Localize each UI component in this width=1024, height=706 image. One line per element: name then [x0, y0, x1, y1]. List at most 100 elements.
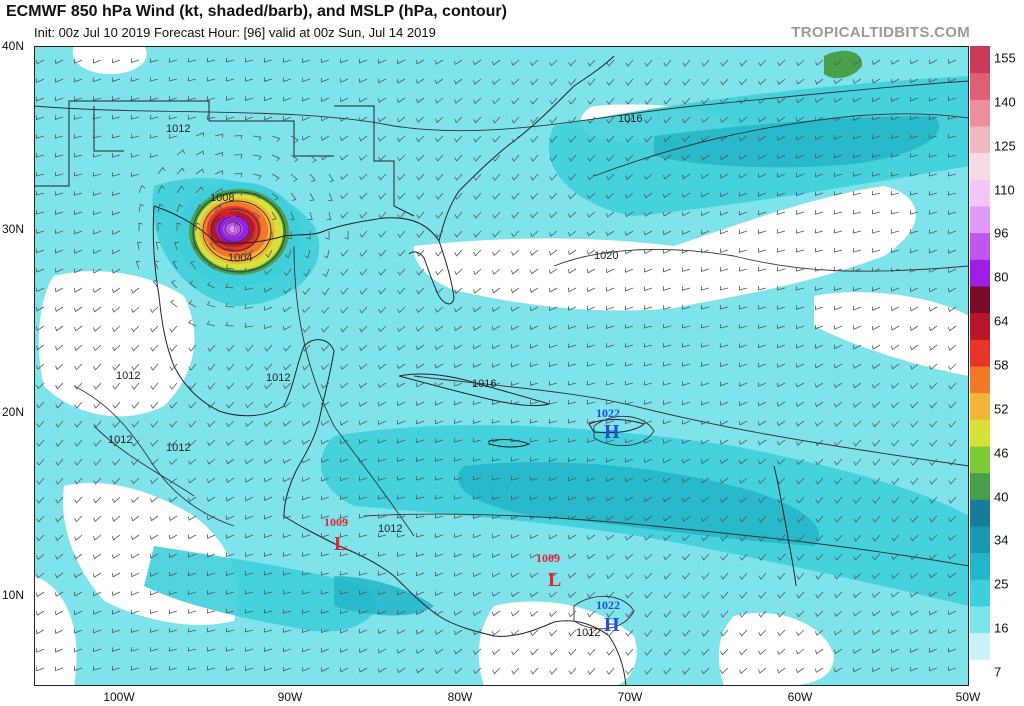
wind-barb — [872, 572, 881, 580]
wind-barb — [454, 306, 463, 313]
wind-barb — [872, 439, 881, 447]
wind-barb — [663, 173, 672, 180]
wind-barb — [131, 58, 140, 64]
wind-barb — [739, 610, 748, 618]
wind-barb — [73, 268, 83, 274]
wind-barb — [586, 534, 596, 540]
colorbar-segment — [970, 72, 990, 100]
wind-barb — [758, 458, 767, 465]
wind-barb — [853, 496, 862, 504]
wind-barb — [890, 248, 900, 253]
wind-barb — [416, 268, 425, 276]
wind-barb — [890, 648, 900, 654]
wind-barb — [776, 420, 786, 427]
wind-barb — [320, 439, 330, 445]
wind-barb — [776, 285, 786, 291]
wind-barb — [928, 325, 938, 332]
wind-barb — [833, 247, 843, 253]
wind-barb — [947, 666, 957, 672]
wind-barb — [73, 610, 83, 616]
wind-barb — [55, 534, 64, 542]
wind-barb — [948, 325, 957, 332]
wind-barb — [112, 325, 121, 333]
wind-barb — [701, 591, 710, 599]
wind-barb — [206, 115, 216, 120]
wind-barb — [130, 77, 140, 82]
wind-barb — [548, 362, 558, 367]
wind-barb — [435, 135, 444, 143]
wind-barb — [662, 342, 672, 348]
wind-barb — [320, 514, 330, 519]
wind-barb — [510, 534, 520, 539]
lon-label: 70W — [617, 690, 643, 704]
wind-barb — [453, 629, 463, 636]
wind-barb — [929, 439, 938, 447]
wind-barb — [397, 211, 406, 219]
wind-barb — [244, 77, 254, 82]
wind-barb — [662, 362, 672, 367]
wind-barb — [321, 495, 330, 501]
wind-barb — [719, 173, 729, 179]
wind-barb — [700, 439, 710, 445]
wind-barb — [283, 401, 292, 408]
wind-barb — [795, 116, 805, 122]
wind-barb — [36, 344, 45, 351]
wind-barb — [416, 325, 425, 332]
wind-barb — [435, 400, 444, 406]
wind-barb — [625, 192, 634, 199]
wind-barb — [225, 283, 235, 289]
wind-barb — [397, 173, 406, 181]
wind-barb — [435, 154, 444, 162]
wind-barb — [416, 116, 425, 123]
wind-barb — [511, 648, 520, 656]
wind-barb — [169, 344, 178, 352]
wind-barb — [891, 553, 900, 561]
wind-barb — [157, 222, 163, 232]
wind-barb — [891, 363, 900, 370]
wind-barb — [530, 211, 539, 219]
wind-barb — [187, 515, 197, 521]
wind-barb — [624, 477, 634, 483]
wind-barb — [358, 532, 368, 538]
wind-barb — [511, 629, 520, 636]
wind-barb — [739, 382, 748, 387]
wind-barb — [226, 420, 235, 428]
wind-barb — [701, 248, 710, 254]
wind-barb — [606, 667, 615, 675]
wind-barb — [377, 552, 387, 557]
wind-barb — [397, 325, 406, 332]
wind-barb — [396, 97, 406, 104]
wind-barb — [302, 363, 311, 371]
wind-barb — [606, 438, 615, 444]
wind-barb — [758, 591, 767, 599]
wind-barb — [358, 382, 368, 389]
wind-barb — [188, 571, 197, 577]
wind-barb — [777, 515, 786, 523]
wind-barb — [74, 534, 83, 541]
wind-barb — [92, 572, 102, 578]
wind-barb — [720, 572, 729, 580]
wind-barb — [320, 97, 330, 102]
wind-barb — [872, 610, 881, 617]
wind-barb — [605, 419, 615, 424]
wind-barb — [226, 439, 235, 446]
wind-barb — [757, 285, 767, 291]
wind-barb — [359, 192, 368, 200]
wind-barb — [73, 191, 83, 196]
wind-barb — [909, 325, 919, 331]
wind-barb — [245, 363, 254, 371]
wind-barb — [54, 134, 64, 139]
wind-barb — [738, 192, 748, 197]
wind-barb — [530, 343, 539, 349]
wind-barb — [796, 458, 805, 466]
wind-barb — [301, 533, 311, 538]
wind-barb — [852, 667, 862, 673]
wind-barb — [112, 210, 121, 216]
wind-barb — [301, 116, 311, 122]
wind-barb — [302, 77, 311, 83]
wind-barb — [833, 648, 843, 655]
wind-barb — [187, 95, 197, 101]
wind-barb — [492, 514, 501, 520]
wind-barb — [929, 420, 938, 428]
wind-barb — [187, 628, 197, 633]
